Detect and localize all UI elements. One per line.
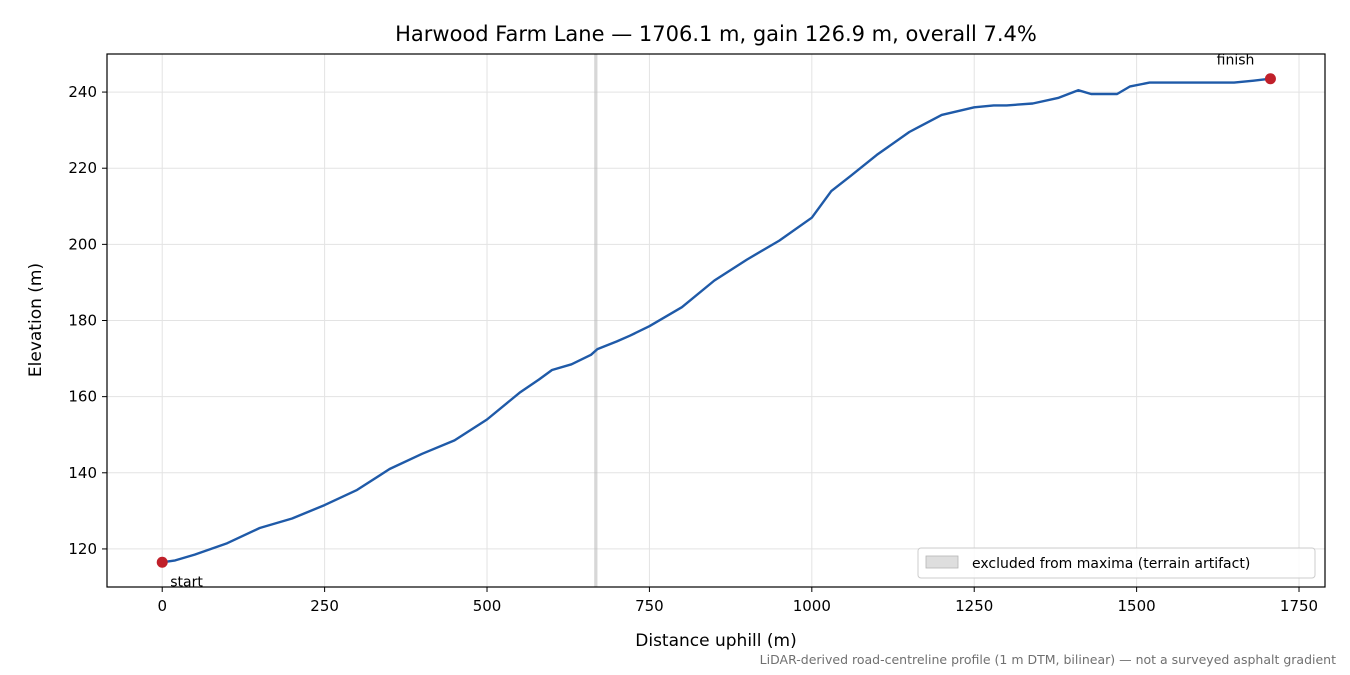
x-tick-label: 1500: [1118, 597, 1156, 615]
x-tick-label: 750: [635, 597, 664, 615]
start-marker: [156, 556, 168, 568]
x-tick-label: 500: [473, 597, 502, 615]
endpoint-markers: start finish: [156, 53, 1276, 590]
footnote: LiDAR-derived road-centreline profile (1…: [760, 652, 1336, 667]
chart-title: Harwood Farm Lane — 1706.1 m, gain 126.9…: [395, 22, 1037, 46]
excluded-band-rect: [594, 54, 598, 587]
x-axis-label: Distance uphill (m): [635, 631, 796, 651]
legend-box: [917, 547, 1316, 579]
x-axis-ticks: 0 250 500 750 1000 1250 1500 1750: [157, 587, 1318, 615]
y-tick-label: 240: [68, 83, 97, 101]
start-label: start: [170, 574, 203, 590]
x-tick-label: 0: [157, 597, 167, 615]
legend-entry: excluded from maxima (terrain artifact): [972, 556, 1250, 572]
y-tick-label: 220: [68, 159, 97, 177]
y-tick-label: 120: [68, 540, 97, 558]
y-tick-label: 180: [68, 312, 97, 330]
x-tick-label: 1000: [793, 597, 831, 615]
legend-swatch: [925, 555, 959, 569]
x-tick-label: 1750: [1280, 597, 1318, 615]
elevation-line: [162, 77, 1271, 564]
x-tick-label: 1250: [955, 597, 993, 615]
y-axis-ticks: 120 140 160 180 200 220 240: [68, 83, 107, 558]
excluded-band: [594, 54, 598, 587]
x-tick-label: 250: [310, 597, 339, 615]
legend: excluded from maxima (terrain artifact): [917, 547, 1316, 579]
finish-marker: [1264, 73, 1276, 85]
series-layer: [162, 77, 1271, 564]
grid: [107, 54, 1325, 587]
y-tick-label: 200: [68, 235, 97, 253]
y-tick-label: 140: [68, 464, 97, 482]
finish-label: finish: [1217, 53, 1255, 69]
y-tick-label: 160: [68, 388, 97, 406]
y-axis-label: Elevation (m): [26, 263, 46, 377]
